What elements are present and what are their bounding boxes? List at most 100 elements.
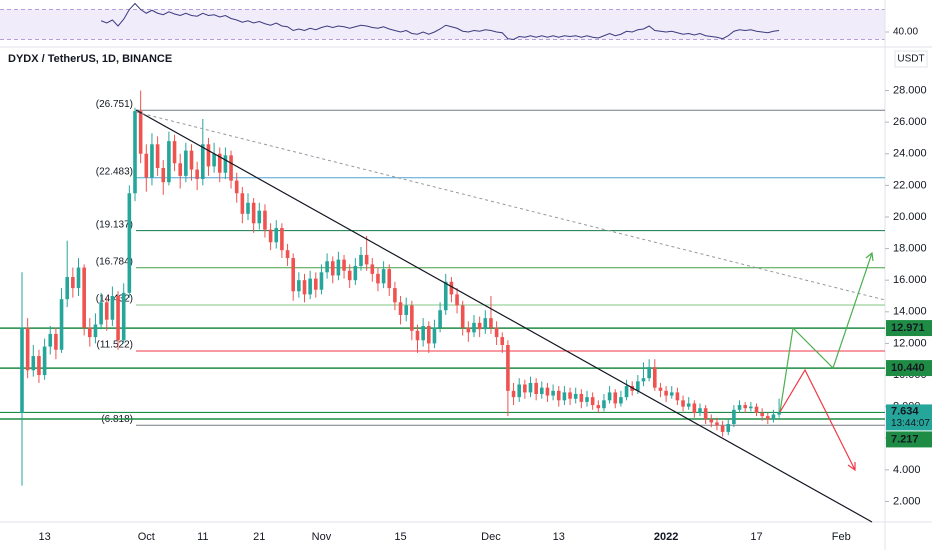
candle-body [517,384,521,398]
candle-body [692,403,697,413]
candle-body [234,180,239,194]
candle-body [523,384,527,393]
candle-body [613,392,618,404]
candle-body [257,210,262,224]
price-tag [886,320,932,337]
candle-body [178,163,182,176]
candle-body [121,292,126,341]
candle-body [93,324,98,338]
candle-body [370,264,375,274]
candle-body [630,386,634,391]
candle-body [297,280,301,292]
x-tick-label: 15 [394,531,406,543]
candle-body [37,356,41,376]
candle-body [698,408,702,413]
candle-body [675,392,680,401]
rsi-tick-label: 40.00 [893,27,918,38]
y-tick-label: 14.000 [893,306,927,318]
arrow-head [865,251,874,262]
candle-body [291,258,295,292]
candle-body [528,382,533,393]
candle-body [624,386,629,398]
candle-body [596,405,601,409]
candle-body [302,280,307,295]
candle-body [42,346,47,376]
candle-body [280,228,284,251]
rsi-line [100,2,780,41]
candle-body [336,259,341,276]
candle-body [771,414,776,420]
candle-body [427,326,431,344]
candle-body [161,167,166,183]
candle-body [189,150,194,170]
candle-body [720,425,725,432]
candle-body [263,210,267,230]
candle-body [364,254,369,265]
candle-body [144,153,149,178]
last-price-label: 7.634 [891,405,919,417]
x-tick-label: 2022 [654,531,678,543]
price-tag-label: 10.440 [891,362,925,374]
candle-body [88,327,92,338]
candle-body [223,155,228,173]
candle-body [551,390,555,396]
chart-title: DYDX / TetherUS, 1D, BINANCE [8,53,172,65]
candle-body [534,382,538,394]
candle-body [138,111,143,154]
candle-body [381,269,386,284]
candle-body [483,318,488,330]
candle-body [274,228,279,243]
y-tick-label: 16.000 [893,274,927,286]
candle-body [443,281,448,311]
fib-label: (22.483) [96,166,133,177]
candle-body [206,144,211,167]
candle-body [545,387,550,396]
trend-line [135,109,873,523]
y-tick-label: 28.000 [893,84,927,96]
candle-body [342,259,346,271]
candle-body [686,403,691,407]
candle-body [54,333,58,350]
x-tick-label: 17 [750,531,762,543]
fib-label: (16.784) [96,256,133,267]
candle-body [212,153,216,167]
candle-body [65,277,69,300]
candle-body [647,367,651,379]
candle-body [110,296,115,320]
price-tag [886,360,932,377]
candle-body [506,344,510,391]
candle-body [466,327,471,333]
candle-body [229,155,233,181]
candle-body [460,305,465,328]
candle-body [585,397,589,402]
candle-body [556,390,561,401]
candle-body [421,326,425,341]
candle-body [749,406,753,409]
candle-body [703,408,708,420]
candle-body [76,267,81,289]
candle-body [511,390,516,398]
candle-body [489,318,493,328]
candle-body [353,265,358,281]
candle-body [636,381,640,391]
candle-body [494,327,499,338]
countdown: 13:44:07 [891,418,930,429]
candle-body [681,400,685,407]
candle-body [760,412,764,417]
candle-body [48,333,53,347]
candle-body [195,169,199,180]
candle-body [669,392,674,396]
candle-body [133,111,137,194]
drawings [135,109,886,523]
candle-body [602,400,606,409]
y-tick-label: 12.000 [893,337,927,349]
candle-body [268,229,273,243]
arrow-head [847,462,856,472]
candle-body [201,144,205,180]
y-tick-label: 4.000 [893,464,921,476]
candle-body [455,294,459,306]
candle-body [217,153,222,173]
candle-body [579,393,584,402]
